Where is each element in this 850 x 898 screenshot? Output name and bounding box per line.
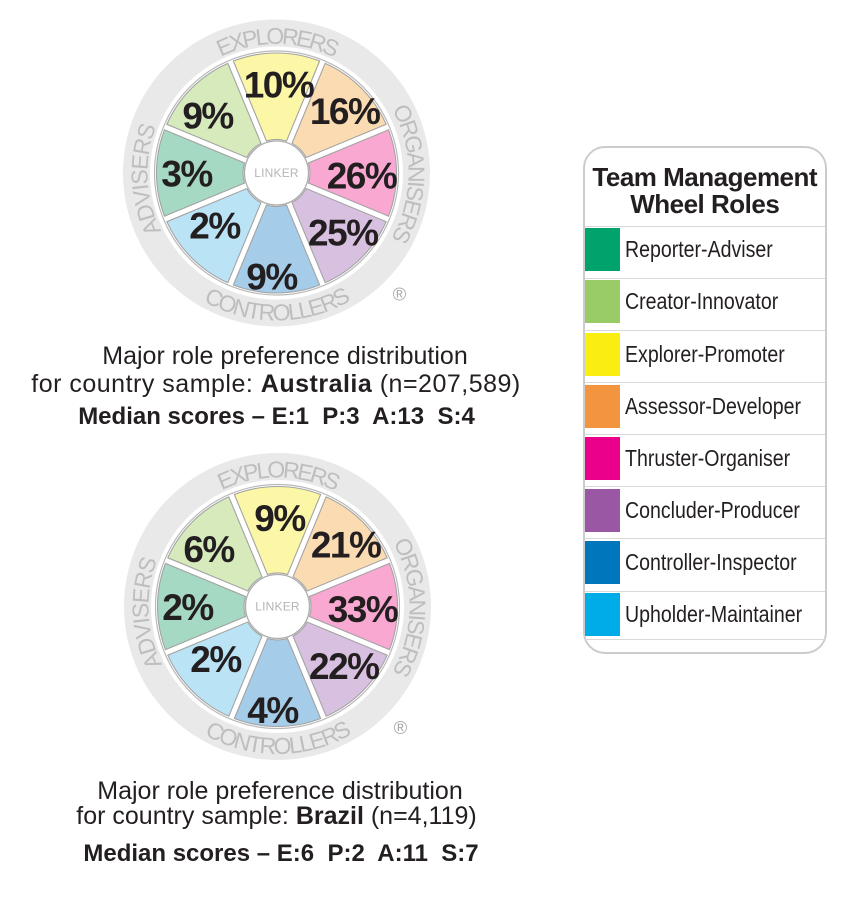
svg-text:LINKER: LINKER (254, 166, 299, 180)
svg-text:3%: 3% (161, 153, 212, 194)
svg-text:9%: 9% (246, 256, 297, 297)
svg-text:2%: 2% (162, 587, 213, 628)
svg-text:6%: 6% (183, 529, 234, 570)
svg-text:®: ® (394, 717, 408, 738)
svg-text:9%: 9% (182, 95, 233, 136)
svg-text:26%: 26% (327, 155, 397, 196)
svg-text:®: ® (393, 283, 407, 304)
svg-text:LINKER: LINKER (255, 599, 300, 613)
svg-text:22%: 22% (309, 646, 379, 687)
svg-text:2%: 2% (189, 205, 240, 246)
svg-text:16%: 16% (310, 91, 380, 132)
svg-text:10%: 10% (244, 64, 314, 105)
svg-text:25%: 25% (308, 213, 378, 254)
svg-text:33%: 33% (328, 589, 398, 630)
svg-text:9%: 9% (254, 498, 305, 539)
svg-text:21%: 21% (311, 525, 381, 566)
svg-text:4%: 4% (247, 690, 298, 731)
svg-text:2%: 2% (190, 639, 241, 680)
